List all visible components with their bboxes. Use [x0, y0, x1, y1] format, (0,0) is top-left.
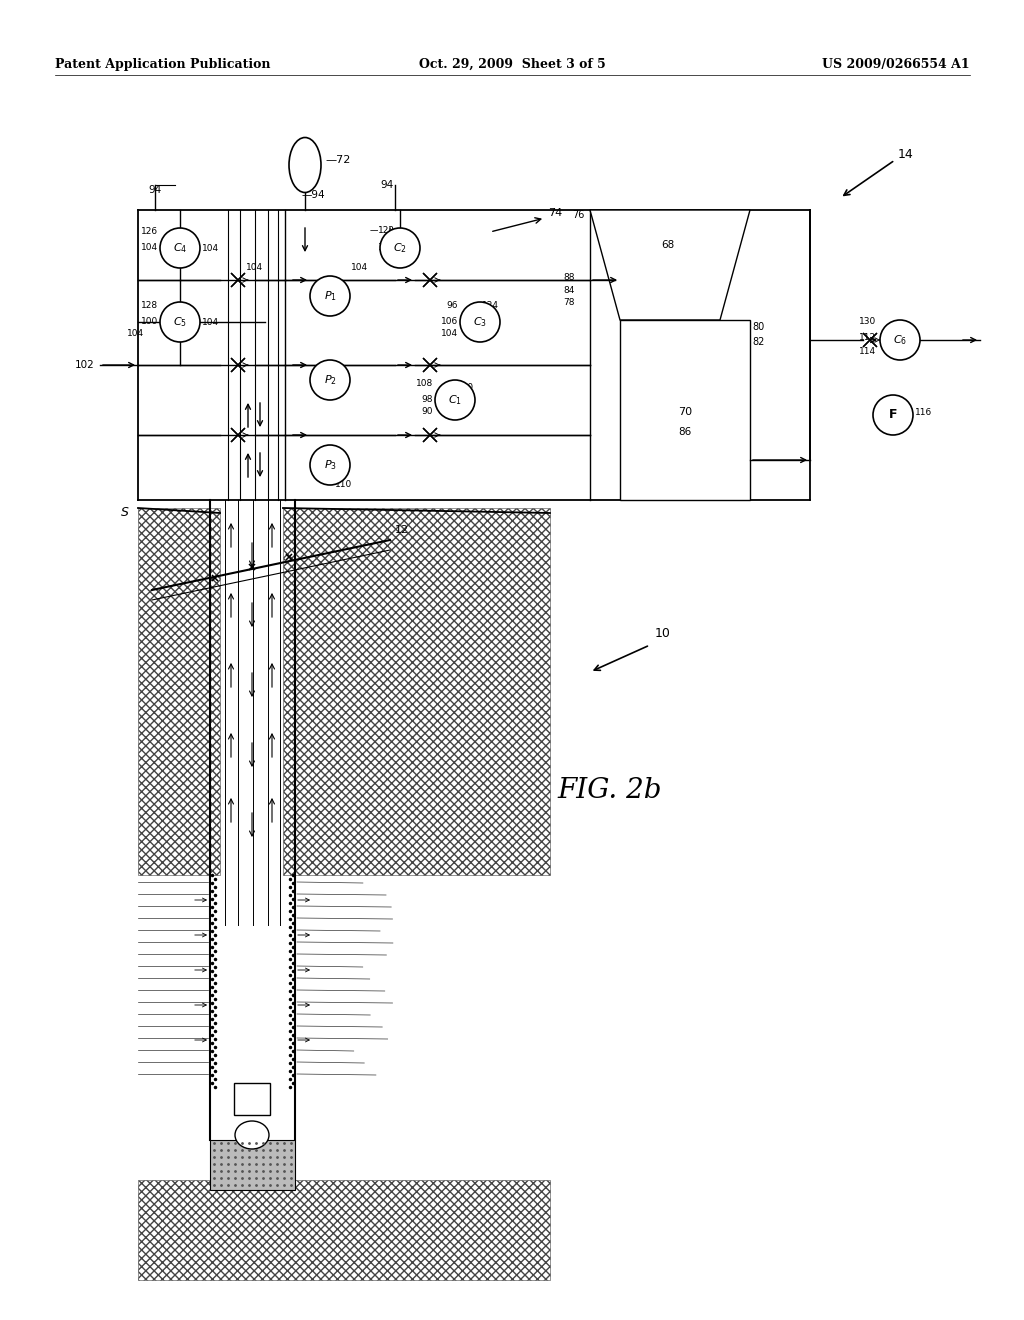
- Bar: [138, 1180, 550, 1280]
- Text: $P_1$: $P_1$: [324, 289, 337, 302]
- Circle shape: [880, 319, 920, 360]
- Text: $C_1$: $C_1$: [447, 393, 462, 407]
- Bar: [234, 1082, 270, 1115]
- Polygon shape: [231, 273, 245, 286]
- Polygon shape: [620, 319, 750, 500]
- Polygon shape: [863, 333, 877, 347]
- Text: —: —: [370, 226, 378, 235]
- Polygon shape: [423, 358, 437, 372]
- Text: 122: 122: [378, 226, 395, 235]
- Text: $C_2$: $C_2$: [393, 242, 407, 255]
- Text: 102: 102: [75, 360, 95, 370]
- Polygon shape: [423, 273, 437, 286]
- Circle shape: [310, 276, 350, 315]
- Text: 94: 94: [380, 180, 393, 190]
- Text: 104: 104: [247, 263, 263, 272]
- Text: 76: 76: [572, 210, 585, 220]
- Text: 14: 14: [898, 149, 913, 161]
- Circle shape: [873, 395, 913, 436]
- Text: 90: 90: [422, 407, 433, 416]
- Text: F: F: [889, 408, 897, 421]
- Text: $P_3$: $P_3$: [324, 458, 337, 471]
- Polygon shape: [423, 428, 437, 442]
- Text: 112: 112: [859, 333, 876, 342]
- Text: $P_2$: $P_2$: [324, 374, 337, 387]
- Text: 124: 124: [482, 301, 499, 310]
- Circle shape: [460, 302, 500, 342]
- Ellipse shape: [289, 137, 321, 193]
- Text: 100: 100: [140, 317, 158, 326]
- Circle shape: [435, 380, 475, 420]
- Text: Oct. 29, 2009  Sheet 3 of 5: Oct. 29, 2009 Sheet 3 of 5: [419, 58, 605, 71]
- Text: 80: 80: [752, 322, 764, 333]
- Bar: [283, 508, 550, 875]
- Text: 104: 104: [202, 318, 219, 327]
- Polygon shape: [423, 273, 437, 286]
- Text: 108: 108: [416, 379, 433, 388]
- Polygon shape: [231, 428, 245, 442]
- Text: 98: 98: [422, 395, 433, 404]
- Text: 96: 96: [446, 301, 458, 310]
- Circle shape: [160, 228, 200, 268]
- Text: 78: 78: [563, 298, 575, 308]
- Text: 104: 104: [202, 244, 219, 253]
- Text: 130: 130: [859, 317, 876, 326]
- Text: $C_3$: $C_3$: [473, 315, 487, 329]
- Text: 110: 110: [335, 480, 352, 488]
- Text: 116: 116: [915, 408, 932, 417]
- Polygon shape: [231, 273, 245, 286]
- Text: 10: 10: [655, 627, 671, 640]
- Polygon shape: [590, 210, 750, 319]
- Text: —94: —94: [302, 190, 326, 201]
- Circle shape: [310, 445, 350, 484]
- Text: 12: 12: [395, 525, 410, 535]
- Text: 70: 70: [678, 407, 692, 417]
- Text: 94: 94: [148, 185, 161, 195]
- Circle shape: [160, 302, 200, 342]
- Text: 120: 120: [457, 383, 474, 392]
- Polygon shape: [231, 358, 245, 372]
- Bar: [210, 1140, 295, 1191]
- Text: 104: 104: [482, 317, 499, 326]
- Text: S: S: [121, 506, 129, 519]
- Text: FIG. 2b: FIG. 2b: [558, 776, 663, 804]
- Text: 104: 104: [441, 329, 458, 338]
- Text: $C_5$: $C_5$: [173, 315, 187, 329]
- Polygon shape: [423, 428, 437, 442]
- Text: 88: 88: [563, 273, 575, 282]
- Text: 104: 104: [351, 263, 369, 272]
- Text: —72: —72: [325, 154, 350, 165]
- Text: 68: 68: [662, 240, 675, 249]
- Text: 128: 128: [141, 301, 158, 310]
- Polygon shape: [423, 358, 437, 372]
- Bar: [138, 508, 220, 875]
- Text: US 2009/0266554 A1: US 2009/0266554 A1: [822, 58, 970, 71]
- Text: 126: 126: [141, 227, 158, 236]
- Circle shape: [380, 228, 420, 268]
- Text: 104: 104: [141, 243, 158, 252]
- Text: 104: 104: [378, 243, 395, 252]
- Text: 74: 74: [548, 209, 562, 218]
- Text: 82: 82: [752, 337, 764, 347]
- Text: $C_6$: $C_6$: [893, 333, 907, 347]
- Text: $C_4$: $C_4$: [173, 242, 187, 255]
- Ellipse shape: [234, 1121, 269, 1148]
- Text: 86: 86: [678, 426, 691, 437]
- Polygon shape: [231, 358, 245, 372]
- Text: 106: 106: [440, 317, 458, 326]
- Text: Patent Application Publication: Patent Application Publication: [55, 58, 270, 71]
- Text: 104: 104: [127, 329, 144, 338]
- Circle shape: [310, 360, 350, 400]
- Text: 90: 90: [457, 407, 469, 416]
- Polygon shape: [863, 333, 877, 347]
- Polygon shape: [231, 428, 245, 442]
- Text: 84: 84: [563, 286, 575, 294]
- Text: 114: 114: [859, 347, 876, 356]
